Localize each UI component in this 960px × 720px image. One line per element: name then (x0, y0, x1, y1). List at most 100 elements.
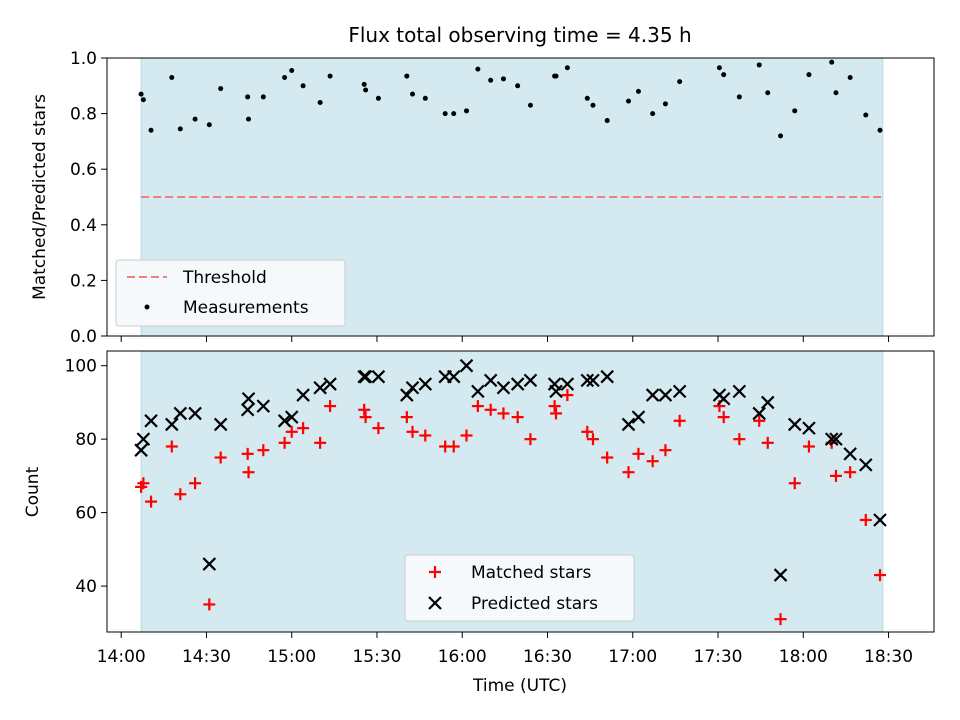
matched-star-point (761, 436, 774, 449)
measurement-point (475, 66, 481, 72)
matched-star-point (285, 425, 298, 438)
matched-star-point (278, 436, 291, 449)
measurement-point (829, 59, 835, 65)
predicted-star-point (400, 388, 414, 402)
matched-star-point (524, 433, 537, 446)
count-y-label: Count (23, 466, 43, 517)
x-tick-label: 16:00 (438, 647, 487, 667)
ratio-y-tick-label: 0.6 (70, 160, 97, 180)
measurements-legend-label: Measurements (183, 298, 309, 318)
measurement-point (778, 133, 784, 139)
matched-star-point (829, 469, 842, 482)
x-tick-label: 15:00 (267, 647, 316, 667)
matched-star-point (550, 407, 563, 420)
ratio-legend: Threshold Measurements (115, 259, 346, 327)
measurement-point (361, 81, 367, 87)
matched-star-point (447, 440, 460, 453)
ratio-plot-frame (106, 57, 935, 337)
count-legend-box (404, 554, 635, 622)
measurement-point (650, 111, 656, 117)
matched-legend-swatch (429, 566, 441, 578)
predicted-star-point (510, 377, 525, 391)
predicted-star-point (358, 369, 373, 384)
predicted-star-point (549, 384, 563, 399)
measurement-point (590, 102, 596, 108)
x-tick-label: 17:30 (694, 647, 743, 667)
measurement-point (451, 111, 457, 117)
predicted-star-point (483, 373, 498, 388)
count-plot-frame (106, 350, 935, 633)
matched-star-point (874, 569, 887, 582)
matched-stars-points (135, 389, 887, 626)
measurement-point (464, 108, 470, 114)
matched-legend-label: Matched stars (471, 563, 591, 583)
measurement-point (527, 102, 533, 108)
predicted-legend-swatch (428, 596, 442, 610)
x-tick-label: 17:00 (608, 647, 657, 667)
predicted-star-point (173, 406, 188, 421)
measurement-point (282, 74, 288, 80)
measurement-point (756, 62, 762, 68)
predicted-star-point (134, 443, 148, 457)
ratio-y-tick-label: 0.0 (70, 327, 97, 347)
predicted-star-point (773, 568, 788, 582)
predicted-star-point (136, 432, 151, 446)
matched-star-point (548, 400, 561, 413)
measurement-point (192, 116, 198, 122)
matched-star-point (632, 447, 645, 460)
predicted-star-point (787, 417, 802, 432)
count-y-tick-label: 60 (75, 504, 97, 524)
matched-star-point (145, 495, 158, 508)
measurement-point (327, 73, 333, 79)
matched-star-point (673, 414, 686, 427)
predicted-star-point (752, 406, 766, 421)
predicted-star-point (371, 369, 386, 384)
count-y-axis: 40 60 80 100 (65, 357, 107, 597)
measurement-point (317, 99, 323, 105)
matched-star-point (601, 451, 614, 464)
predicted-star-point (873, 513, 887, 527)
measurement-point (410, 91, 416, 97)
measurement-point (363, 87, 369, 93)
measurement-point (716, 65, 722, 71)
measurement-point (677, 79, 683, 85)
predicted-star-point (658, 388, 673, 402)
predicted-star-point (459, 358, 474, 373)
measurement-point (564, 65, 570, 71)
predicted-star-point (496, 380, 511, 395)
measurements-legend-swatch (144, 304, 150, 310)
predicted-star-point (144, 414, 158, 428)
measurement-point (169, 74, 175, 80)
predicted-star-point (446, 369, 461, 384)
matched-star-point (859, 513, 872, 526)
matched-star-point (659, 444, 672, 457)
ratio-legend-box (115, 259, 346, 327)
predicted-star-point (213, 417, 228, 432)
predicted-star-point (716, 391, 731, 406)
measurement-point (553, 73, 559, 79)
measurement-point (148, 127, 154, 133)
matched-star-point (165, 440, 178, 453)
measurement-point (246, 116, 252, 122)
count-panel: 40 60 80 100 14:00 14:30 15:00 15:30 16:00 16:30… (23, 350, 935, 696)
x-axis-label: Time (UTC) (472, 676, 567, 696)
matched-star-point (359, 411, 372, 424)
measurement-point (584, 95, 590, 101)
measurement-point (863, 112, 869, 118)
count-x-ticks: 14:00 14:30 15:00 15:30 16:00 16:30 17:00 17:30… (97, 632, 913, 667)
matched-star-point (581, 425, 594, 438)
measurement-point (792, 108, 798, 114)
predicted-star-point (256, 399, 271, 413)
predicted-stars-points (134, 358, 887, 582)
ratio-x-ticks (120, 336, 890, 342)
matched-star-point (844, 466, 857, 479)
predicted-star-point (824, 432, 839, 446)
measurement-point (662, 101, 668, 107)
predicted-star-point (241, 391, 256, 406)
measurement-point (635, 88, 641, 94)
matched-star-point (189, 477, 202, 490)
measurement-point (375, 95, 381, 101)
matched-star-point (717, 411, 730, 424)
measurement-point (515, 83, 521, 89)
measurement-point (500, 76, 506, 82)
